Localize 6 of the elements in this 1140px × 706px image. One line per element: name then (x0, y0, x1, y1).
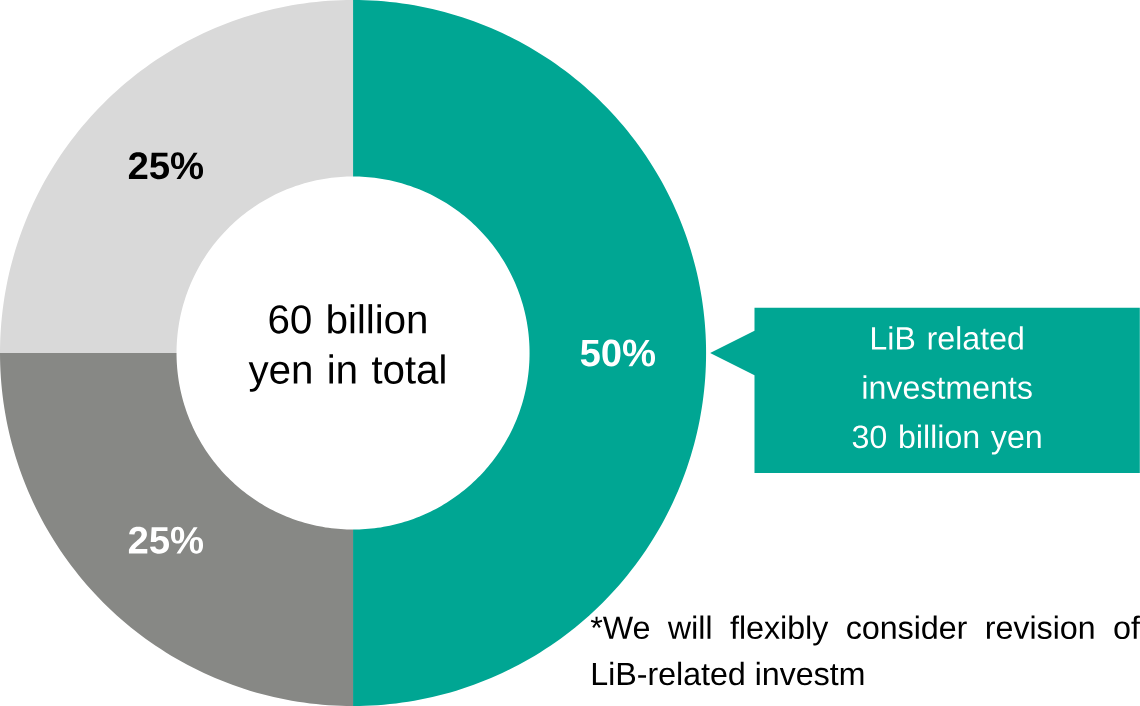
data-label: 50% (580, 339, 656, 367)
text: 60 billion yen in total (248, 304, 445, 392)
slice-label: LiB related investments 30 billion yen (852, 326, 1041, 455)
text: *We will flexibly consider revision of LiB-related investm (590, 615, 1140, 686)
data-label: 25% (128, 526, 204, 554)
data-label: 25% (128, 152, 204, 180)
